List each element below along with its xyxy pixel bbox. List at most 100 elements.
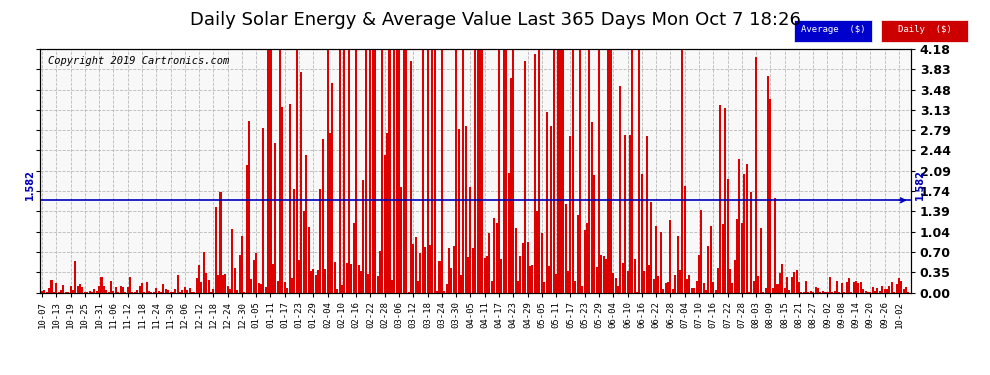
Bar bbox=[515, 228, 517, 292]
Bar bbox=[200, 282, 203, 292]
Bar bbox=[427, 49, 429, 292]
Bar bbox=[300, 72, 303, 292]
Bar bbox=[876, 288, 878, 292]
Bar bbox=[432, 49, 434, 292]
Bar bbox=[872, 287, 874, 292]
Bar bbox=[412, 244, 415, 292]
Bar bbox=[62, 285, 64, 292]
Bar bbox=[232, 229, 234, 292]
Bar bbox=[55, 284, 57, 292]
Bar bbox=[376, 276, 378, 292]
Bar bbox=[262, 128, 264, 292]
Bar bbox=[698, 255, 700, 292]
Bar bbox=[791, 277, 793, 292]
Bar bbox=[593, 175, 595, 292]
Bar bbox=[252, 260, 254, 292]
Bar bbox=[579, 49, 581, 292]
Bar bbox=[234, 268, 236, 292]
Bar bbox=[862, 289, 864, 292]
Bar bbox=[110, 280, 112, 292]
Bar bbox=[364, 49, 366, 292]
Bar bbox=[467, 257, 469, 292]
Bar bbox=[760, 228, 762, 292]
Bar bbox=[784, 288, 786, 292]
Bar bbox=[500, 259, 502, 292]
Bar bbox=[434, 49, 436, 292]
Bar bbox=[715, 290, 717, 292]
Bar bbox=[429, 245, 431, 292]
Bar bbox=[676, 236, 678, 292]
Bar bbox=[767, 76, 769, 292]
Bar bbox=[841, 283, 842, 292]
Bar bbox=[41, 291, 43, 292]
Bar bbox=[810, 291, 812, 292]
Bar bbox=[550, 126, 552, 292]
Bar bbox=[96, 291, 98, 292]
Bar bbox=[255, 253, 257, 292]
Bar bbox=[246, 165, 248, 292]
Bar bbox=[393, 49, 395, 292]
Bar bbox=[493, 218, 495, 292]
Bar bbox=[724, 108, 726, 292]
Bar bbox=[541, 233, 543, 292]
Bar bbox=[303, 211, 305, 292]
Bar bbox=[105, 291, 107, 292]
Bar bbox=[667, 282, 669, 292]
Text: Copyright 2019 Cartronics.com: Copyright 2019 Cartronics.com bbox=[49, 56, 230, 66]
Bar bbox=[120, 286, 122, 292]
Bar bbox=[308, 227, 310, 292]
Bar bbox=[886, 289, 888, 292]
Bar bbox=[462, 49, 464, 292]
Bar bbox=[684, 186, 686, 292]
Bar bbox=[712, 282, 714, 292]
Bar bbox=[755, 57, 757, 292]
Bar bbox=[829, 277, 831, 292]
Text: 1.582: 1.582 bbox=[25, 170, 36, 200]
Bar bbox=[586, 222, 588, 292]
Bar bbox=[739, 159, 741, 292]
Bar bbox=[437, 291, 439, 292]
Bar bbox=[203, 252, 205, 292]
Bar bbox=[488, 233, 490, 292]
Bar bbox=[420, 253, 422, 292]
Bar bbox=[629, 135, 631, 292]
Bar bbox=[644, 271, 645, 292]
Bar bbox=[534, 54, 536, 292]
Bar bbox=[44, 290, 46, 292]
Bar bbox=[774, 198, 776, 292]
Bar bbox=[248, 121, 250, 292]
Bar bbox=[460, 275, 462, 292]
Bar bbox=[348, 49, 350, 292]
Bar bbox=[139, 286, 141, 292]
Bar bbox=[403, 49, 405, 292]
Bar bbox=[822, 291, 824, 292]
Bar bbox=[167, 290, 169, 292]
Bar bbox=[264, 287, 266, 292]
Bar bbox=[672, 289, 674, 292]
Bar bbox=[367, 274, 369, 292]
Bar bbox=[610, 49, 612, 292]
Bar bbox=[317, 270, 319, 292]
Bar bbox=[291, 278, 293, 292]
Bar bbox=[329, 133, 331, 292]
Bar bbox=[186, 290, 188, 292]
Bar bbox=[298, 260, 300, 292]
Bar bbox=[536, 211, 539, 292]
Bar bbox=[544, 282, 545, 292]
Bar bbox=[332, 83, 334, 292]
Bar bbox=[847, 278, 850, 292]
Bar bbox=[320, 189, 322, 292]
Bar bbox=[208, 280, 210, 292]
Bar bbox=[339, 49, 341, 292]
Bar bbox=[591, 122, 593, 292]
Bar bbox=[617, 286, 619, 292]
Bar bbox=[115, 287, 117, 292]
Bar bbox=[293, 189, 295, 292]
Bar bbox=[693, 288, 695, 292]
Bar bbox=[137, 290, 139, 292]
Bar bbox=[74, 261, 76, 292]
Bar bbox=[424, 247, 427, 292]
Bar bbox=[405, 49, 407, 292]
Bar bbox=[650, 202, 652, 292]
Bar bbox=[484, 258, 486, 292]
